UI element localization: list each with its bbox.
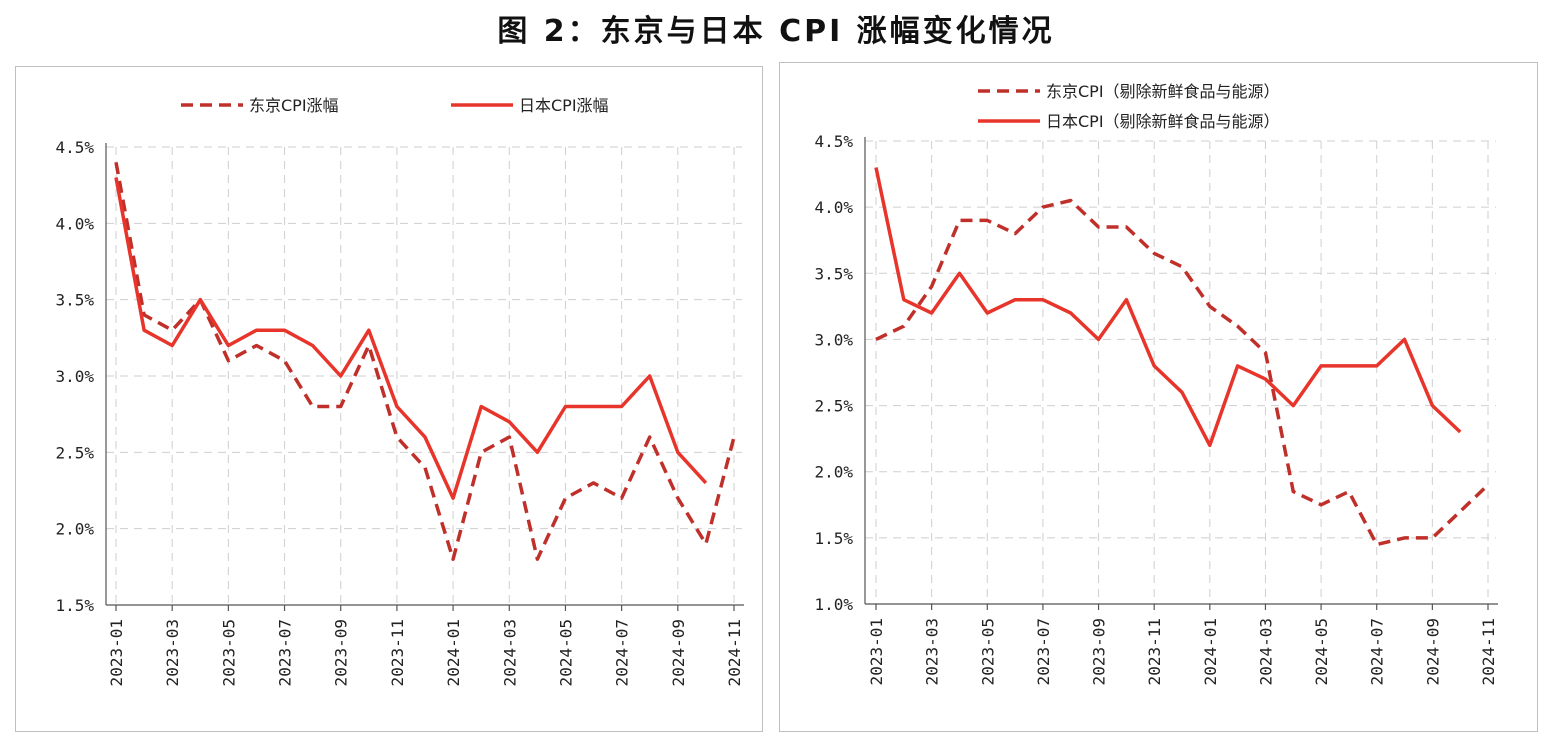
y-tick-label: 3.0%	[55, 367, 94, 386]
y-tick-label: 1.5%	[55, 596, 94, 615]
x-tick-label: 2023-05	[219, 619, 238, 686]
legend-label: 东京CPI涨幅	[249, 96, 339, 115]
series-line-dashed	[875, 198, 1490, 547]
y-tick-label: 3.5%	[55, 291, 94, 310]
x-tick-label: 2023-09	[332, 619, 351, 686]
x-tick-label: 2024-11	[725, 619, 744, 686]
x-tick-label: 2024-03	[500, 619, 519, 686]
y-tick-label: 1.0%	[814, 595, 853, 614]
y-tick-label: 2.5%	[814, 397, 853, 416]
x-tick-label: 2024-07	[613, 619, 632, 686]
series-line-solid	[114, 177, 708, 500]
x-tick-label: 2023-01	[107, 619, 126, 686]
x-tick-label: 2023-09	[1090, 618, 1109, 685]
x-tick-label: 2024-01	[1201, 618, 1220, 685]
y-tick-label: 2.0%	[814, 463, 853, 482]
x-tick-label: 2024-05	[1312, 618, 1331, 685]
chart-right: 1.0% 1.5% 2.0% 2.5% 3.0% 3.5% 4.0% 4.5% 2023-01 2…	[814, 82, 1498, 685]
y-tick-label: 4.0%	[55, 214, 94, 233]
x-tick-label: 2023-07	[276, 619, 295, 686]
x-tick-label: 2024-05	[556, 619, 575, 686]
x-tick-label: 2024-01	[444, 619, 463, 686]
y-tick-label: 4.5%	[814, 132, 853, 151]
y-tick-label: 2.5%	[55, 443, 94, 462]
y-tick-label: 3.0%	[814, 330, 853, 349]
x-tick-label: 2023-03	[923, 618, 942, 685]
series-line-solid	[874, 167, 1462, 448]
x-tick-label: 2023-05	[978, 618, 997, 685]
x-tick-label: 2023-03	[163, 619, 182, 686]
x-tick-label: 2023-01	[867, 618, 886, 685]
x-tick-label: 2024-11	[1479, 618, 1498, 685]
legend-label: 东京CPI（剔除新鲜食品与能源）	[1046, 82, 1280, 101]
series-line-dashed	[114, 161, 736, 561]
x-tick-label: 2024-09	[1423, 618, 1442, 685]
chart-panel-right: 1.0% 1.5% 2.0% 2.5% 3.0% 3.5% 4.0% 4.5% 2023-01 2…	[779, 62, 1538, 732]
legend-label: 日本CPI（剔除新鲜食品与能源）	[1046, 112, 1280, 131]
x-tick-label: 2023-07	[1034, 618, 1053, 685]
x-tick-label: 2024-09	[669, 619, 688, 686]
legend-label: 日本CPI涨幅	[519, 96, 609, 115]
chart-panel-left: 1.5% 2.0% 2.5% 3.0% 3.5% 4.0% 4.5% 2023-01 2023-…	[15, 66, 763, 732]
x-tick-label: 2024-03	[1256, 618, 1275, 685]
y-tick-label: 1.5%	[814, 529, 853, 548]
x-tick-label: 2023-11	[1145, 618, 1164, 685]
x-tick-label: 2024-07	[1368, 618, 1387, 685]
y-tick-label: 4.0%	[814, 198, 853, 217]
x-tick-label: 2023-11	[388, 619, 407, 686]
chart-left: 1.5% 2.0% 2.5% 3.0% 3.5% 4.0% 4.5% 2023-01 2023-…	[55, 96, 744, 686]
y-tick-label: 3.5%	[814, 264, 853, 283]
y-tick-label: 2.0%	[55, 520, 94, 539]
y-tick-label: 4.5%	[55, 138, 94, 157]
figure-title: 图 2：东京与日本 CPI 涨幅变化情况	[497, 14, 1055, 49]
